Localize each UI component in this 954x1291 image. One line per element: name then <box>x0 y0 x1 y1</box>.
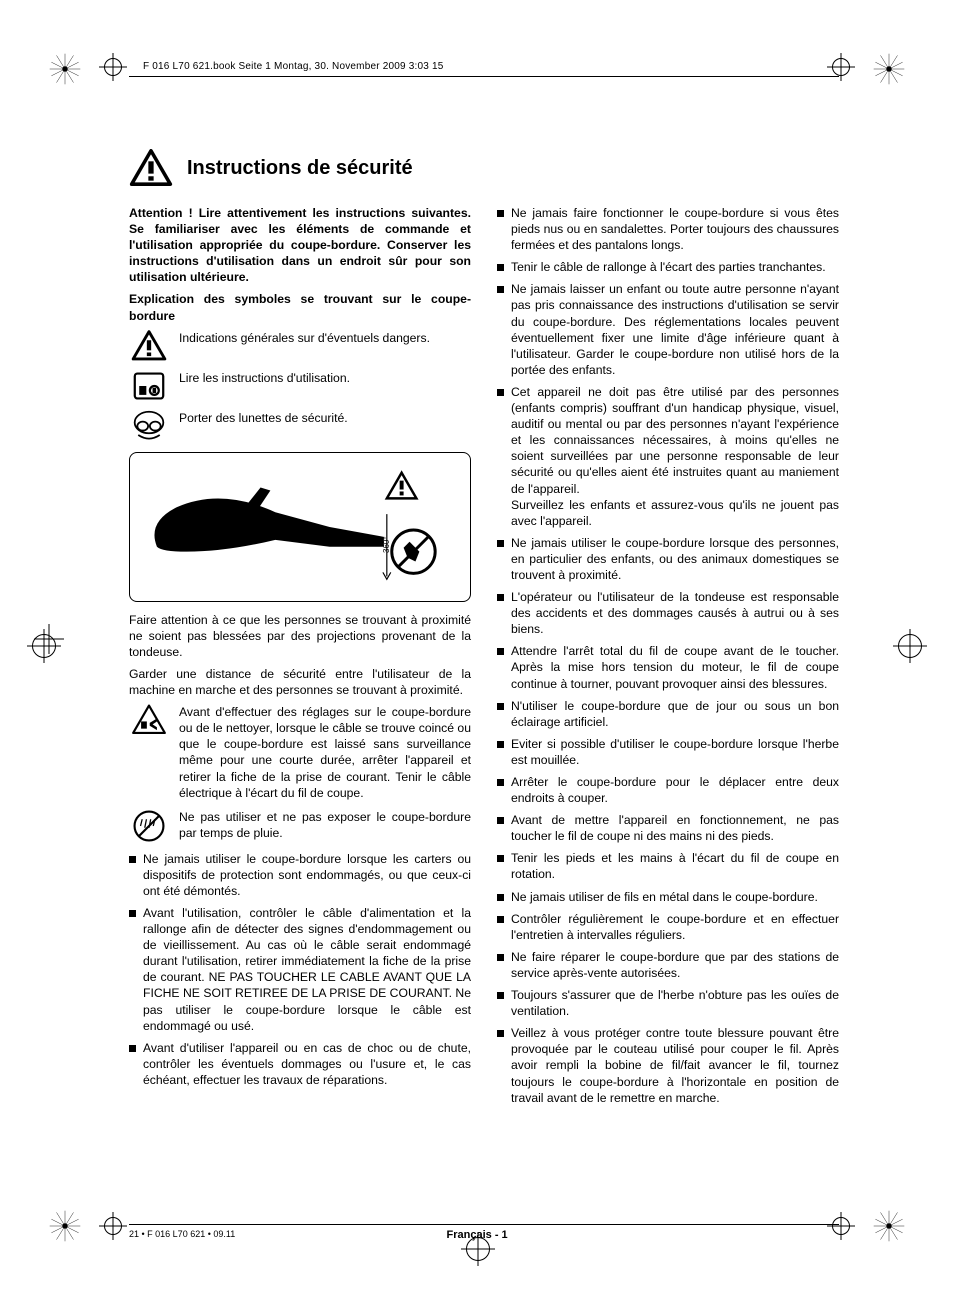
print-sunburst-br <box>872 1209 906 1243</box>
bullet-item: L'opérateur ou l'utilisateur de la tonde… <box>511 589 839 637</box>
safety-goggles-icon <box>129 410 169 444</box>
symbol-text-unplug: Avant d'effectuer des réglages sur le co… <box>179 704 471 801</box>
page-footer: 21 • F 016 L70 621 • 09.11 Français - 1 <box>129 1224 839 1241</box>
bullet-item: Ne faire réparer le coupe-bordure que pa… <box>511 949 839 981</box>
manual-page: F 016 L70 621.book Seite 1 Montag, 30. N… <box>129 58 839 1112</box>
section-title-row: Instructions de sécurité <box>129 149 839 187</box>
symbol-row-rain: Ne pas utiliser et ne pas exposer le cou… <box>129 809 471 843</box>
bullet-item: N'utiliser le coupe-bordure que de jour … <box>511 698 839 730</box>
safety-illustration: 360° <box>129 452 471 602</box>
bullet-item: Toujours s'assurer que de l'herbe n'obtu… <box>511 987 839 1019</box>
bullet-item: Ne jamais utiliser le coupe-bordure lors… <box>511 535 839 583</box>
footer-left: 21 • F 016 L70 621 • 09.11 <box>129 1229 235 1241</box>
bullet-item: Veillez à vous protéger contre toute ble… <box>511 1025 839 1105</box>
print-sunburst-tr <box>872 52 906 86</box>
symbol-row-unplug: Avant d'effectuer des réglages sur le co… <box>129 704 471 801</box>
illustration-360-label: 360° <box>382 536 393 553</box>
registration-mark-right <box>898 634 922 658</box>
symbol-text-rain: Ne pas utiliser et ne pas exposer le cou… <box>179 809 471 841</box>
symbol-text-goggles: Porter des lunettes de sécurité. <box>179 410 471 426</box>
section-title: Instructions de sécurité <box>187 157 413 180</box>
bullet-item: Ne jamais utiliser le coupe-bordure lors… <box>143 851 471 899</box>
unplug-icon <box>129 704 169 736</box>
footer-right-spacer <box>719 1229 839 1241</box>
footer-center: Français - 1 <box>447 1229 508 1241</box>
bullet-item: Avant l'utilisation, contrôler le câble … <box>143 905 471 1034</box>
symbol-text-manual: Lire les instructions d'utilisation. <box>179 370 471 386</box>
left-bullet-list: Ne jamais utiliser le coupe-bordure lors… <box>129 851 471 1088</box>
print-sunburst-bl <box>48 1209 82 1243</box>
read-manual-icon <box>129 370 169 402</box>
illustration-caption-1: Faire attention à ce que les personnes s… <box>129 612 471 660</box>
bullet-item: Avant d'utiliser l'appareil ou en cas de… <box>143 1040 471 1088</box>
warning-icon <box>129 330 169 362</box>
bullet-item: Cet appareil ne doit pas être utilisé pa… <box>511 384 839 529</box>
bullet-item: Tenir les pieds et les mains à l'écart d… <box>511 850 839 882</box>
right-column: Ne jamais faire fonctionner le coupe-bor… <box>497 205 839 1112</box>
no-rain-icon <box>129 809 169 843</box>
symbol-row-warning: Indications générales sur d'éventuels da… <box>129 330 471 362</box>
bullet-item: Tenir le câble de rallonge à l'écart des… <box>511 259 839 275</box>
symbols-heading: Explication des symboles se trouvant sur… <box>129 291 471 323</box>
bullet-item: Contrôler régulièrement le coupe-bordure… <box>511 911 839 943</box>
print-sunburst-tl <box>48 52 82 86</box>
symbol-row-goggles: Porter des lunettes de sécurité. <box>129 410 471 444</box>
bullet-item: Ne jamais utiliser de fils en métal dans… <box>511 889 839 905</box>
right-bullet-list: Ne jamais faire fonctionner le coupe-bor… <box>497 205 839 1106</box>
bullet-item: Attendre l'arrêt total du fil de coupe a… <box>511 643 839 691</box>
bullet-item: Eviter si possible d'utiliser le coupe-b… <box>511 736 839 768</box>
bullet-item: Avant de mettre l'appareil en fonctionne… <box>511 812 839 844</box>
bullet-item: Ne jamais laisser un enfant ou toute aut… <box>511 281 839 378</box>
bullet-item: Ne jamais faire fonctionner le coupe-bor… <box>511 205 839 253</box>
symbol-row-manual: Lire les instructions d'utilisation. <box>129 370 471 402</box>
left-column: Attention ! Lire attentivement les instr… <box>129 205 471 1112</box>
page-header: F 016 L70 621.book Seite 1 Montag, 30. N… <box>129 58 839 77</box>
illustration-caption-2: Garder une distance de sécurité entre l'… <box>129 666 471 698</box>
bullet-item: Arrêter le coupe-bordure pour le déplace… <box>511 774 839 806</box>
intro-warning: Attention ! Lire attentivement les instr… <box>129 205 471 285</box>
symbol-text-warning: Indications générales sur d'éventuels da… <box>179 330 471 346</box>
warning-triangle-icon <box>129 149 173 187</box>
